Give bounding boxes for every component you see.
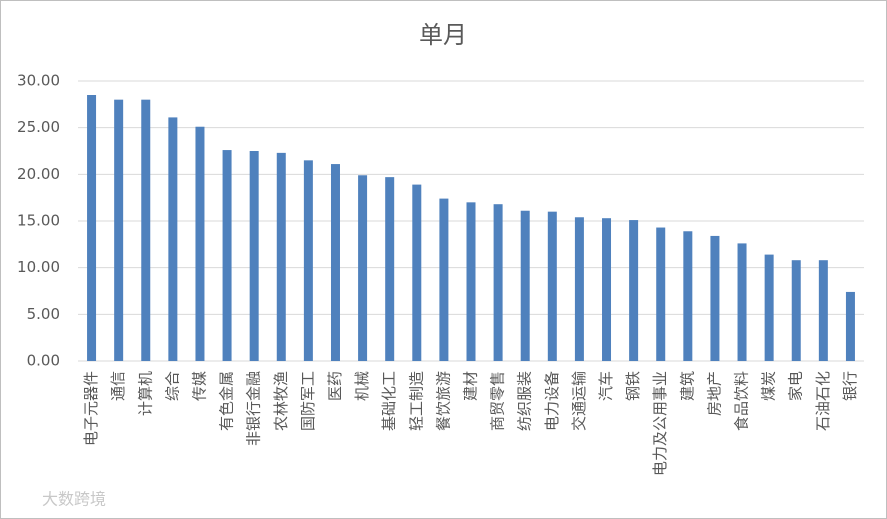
watermark: 大数跨境 bbox=[42, 490, 106, 509]
x-tick-label: 餐饮旅游 bbox=[434, 371, 452, 431]
y-tick-label: 15.00 bbox=[17, 212, 60, 230]
bar bbox=[683, 231, 693, 361]
x-tick-label: 银行 bbox=[841, 371, 859, 401]
x-tick-label: 食品饮料 bbox=[733, 371, 751, 431]
y-tick-label: 20.00 bbox=[17, 165, 60, 183]
bar bbox=[276, 152, 286, 361]
x-tick-label: 有色金属 bbox=[218, 371, 236, 431]
bar bbox=[412, 184, 422, 361]
bar bbox=[114, 99, 124, 362]
bar bbox=[439, 198, 449, 361]
bar bbox=[168, 117, 178, 362]
bar bbox=[303, 160, 313, 361]
bar bbox=[466, 202, 476, 361]
x-tick-label: 建材 bbox=[462, 371, 480, 401]
bar bbox=[520, 210, 530, 361]
x-tick-label: 轻工制造 bbox=[407, 371, 425, 431]
y-tick-label: 5.00 bbox=[27, 305, 60, 323]
x-tick-label: 机械 bbox=[353, 371, 371, 401]
x-tick-label: 电子元器件 bbox=[82, 371, 100, 446]
bar bbox=[764, 254, 774, 361]
x-tick-label: 建筑 bbox=[678, 371, 696, 401]
bar bbox=[249, 151, 259, 361]
bar bbox=[547, 211, 557, 361]
bar bbox=[385, 177, 395, 361]
x-tick-label: 家电 bbox=[787, 371, 805, 401]
x-tick-label: 国防军工 bbox=[299, 371, 317, 431]
x-tick-label: 电力及公用事业 bbox=[651, 371, 669, 476]
bar bbox=[737, 243, 747, 361]
bar bbox=[141, 99, 151, 362]
y-tick-label: 25.00 bbox=[17, 118, 60, 136]
bar bbox=[330, 164, 340, 361]
y-tick-label: 10.00 bbox=[17, 258, 60, 276]
bar bbox=[710, 235, 720, 361]
bar bbox=[87, 95, 97, 361]
x-tick-label: 电力设备 bbox=[543, 371, 561, 431]
bar bbox=[602, 218, 612, 361]
x-tick-label: 房地产 bbox=[705, 371, 723, 416]
x-tick-label: 汽车 bbox=[597, 371, 615, 401]
bar bbox=[574, 217, 584, 361]
y-tick-label: 0.00 bbox=[27, 352, 60, 370]
x-tick-label: 交通运输 bbox=[570, 371, 588, 431]
bar bbox=[818, 260, 828, 361]
x-tick-label: 计算机 bbox=[136, 371, 154, 416]
bar bbox=[222, 150, 232, 361]
bar bbox=[791, 260, 801, 361]
bar bbox=[195, 126, 205, 361]
x-tick-label: 煤炭 bbox=[760, 371, 778, 401]
x-tick-label: 钢铁 bbox=[624, 371, 642, 401]
x-tick-label: 纺织服装 bbox=[516, 371, 534, 431]
x-tick-label: 医药 bbox=[326, 371, 344, 401]
x-tick-label: 石油石化 bbox=[814, 371, 832, 431]
chart-title: 单月 bbox=[419, 21, 467, 49]
bar bbox=[629, 220, 639, 361]
x-tick-label: 传媒 bbox=[190, 371, 208, 401]
y-tick-label: 30.00 bbox=[17, 72, 60, 90]
x-tick-label: 商贸零售 bbox=[489, 371, 507, 431]
bar bbox=[656, 227, 666, 361]
x-tick-label: 综合 bbox=[163, 371, 181, 401]
bar bbox=[493, 204, 503, 361]
x-tick-label: 通信 bbox=[109, 371, 127, 401]
x-tick-label: 非银行金融 bbox=[245, 371, 263, 446]
bar bbox=[358, 175, 368, 361]
x-tick-label: 基础化工 bbox=[380, 371, 398, 431]
x-tick-label: 农林牧渔 bbox=[272, 371, 290, 431]
bar bbox=[845, 291, 855, 361]
